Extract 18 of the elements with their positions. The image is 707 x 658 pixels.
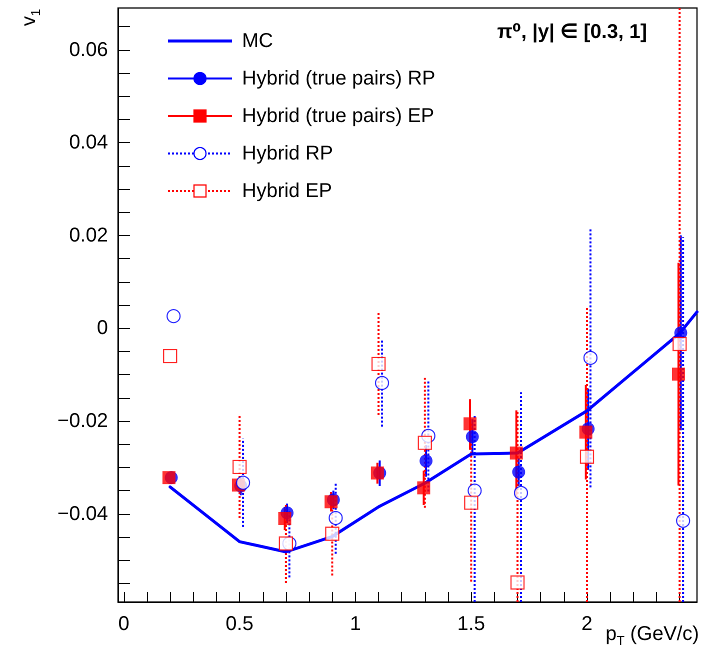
y-tick-label: 0.04: [69, 132, 108, 154]
y-tick-label: 0.02: [69, 224, 108, 246]
y-tick-label: 0.06: [69, 38, 108, 61]
x-tick-label: 0.5: [226, 613, 254, 635]
x-tick-label: 1: [350, 613, 361, 635]
y-tick-label: −0.02: [57, 410, 108, 432]
x-tick-label: 2: [581, 613, 593, 635]
x-tick-label: 1.5: [457, 613, 486, 635]
x-tick-label: 0: [118, 613, 130, 635]
legend-label: Hybrid (true pairs) EP: [242, 105, 434, 127]
y-tick-label: −0.04: [57, 502, 108, 525]
legend-label: Hybrid RP: [242, 142, 334, 164]
legend-label: MC: [242, 30, 274, 52]
legend-label: Hybrid (true pairs) RP: [242, 68, 436, 90]
x-axis-title: p$_{T}$ (GeV/c): [605, 623, 699, 648]
legend-label: Hybrid EP: [242, 180, 332, 202]
annotation: π⁰, |y| ∈ [0.3, 1]: [497, 21, 648, 43]
y-tick-label: 0: [96, 317, 108, 340]
